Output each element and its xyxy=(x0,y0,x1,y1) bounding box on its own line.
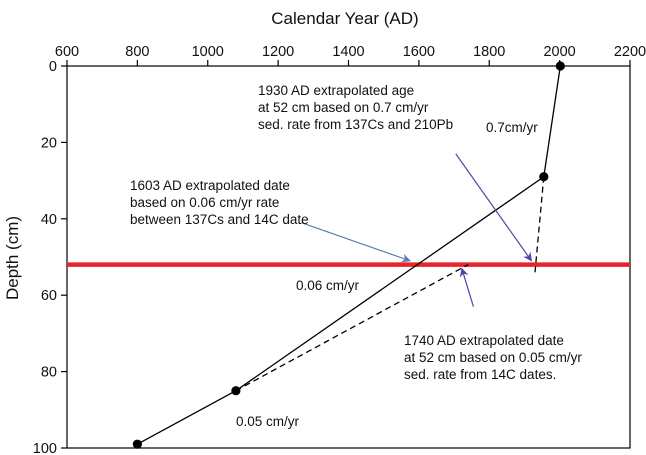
x-tick-label: 2200 xyxy=(614,44,646,60)
y-tick-label: 20 xyxy=(41,135,57,151)
annotation-1603-line-3: between 137Cs and 14C date xyxy=(130,212,309,227)
x-tick-label: 600 xyxy=(55,44,79,60)
y-tick-label: 60 xyxy=(41,288,57,304)
rate-label-0-06: 0.06 cm/yr xyxy=(296,278,360,293)
annotation-1603-line-2: based on 0.06 cm/yr rate xyxy=(130,195,279,210)
y-tick-label: 0 xyxy=(49,59,57,75)
rate-label-0-7: 0.7cm/yr xyxy=(486,120,538,135)
annotation-1740-line-1: 1740 AD extrapolated date xyxy=(404,333,564,348)
series-line-0 xyxy=(137,65,561,445)
x-tick-label: 2000 xyxy=(543,44,575,60)
y-axis-title: Depth (cm) xyxy=(3,216,22,300)
annotation-arrow-a1603 xyxy=(300,222,411,263)
annotation-1740-line-2: at 52 cm based on 0.05 cm/yr xyxy=(404,350,582,365)
x-tick-label: 800 xyxy=(125,44,149,60)
y-tick-label: 40 xyxy=(41,212,57,228)
y-tick-label: 100 xyxy=(33,441,57,455)
annotation-1603: 1603 AD extrapolated date based on 0.06 … xyxy=(130,178,309,227)
x-tick-label: 1000 xyxy=(192,44,224,60)
x-tick-label: 1600 xyxy=(403,44,435,60)
annotation-1930: 1930 AD extrapolated age at 52 cm based … xyxy=(258,83,453,132)
annotation-1930-line-3: sed. rate from 137Cs and 210Pb xyxy=(258,117,453,132)
annotation-1930-line-1: 1930 AD extrapolated age xyxy=(258,83,414,98)
rate-label-0-05: 0.05 cm/yr xyxy=(236,414,300,429)
annotation-1740: 1740 AD extrapolated date at 52 cm based… xyxy=(404,333,586,382)
data-point xyxy=(539,172,549,182)
annotation-1740-line-3: sed. rate from 14C dates. xyxy=(404,367,556,382)
annotation-arrow-a1930 xyxy=(455,153,532,262)
annotation-1930-line-2: at 52 cm based on 0.7 cm/yr xyxy=(258,100,429,115)
series-line-1 xyxy=(534,176,545,273)
data-point xyxy=(555,61,565,71)
x-tick-label: 1400 xyxy=(332,44,364,60)
annotation-1603-line-1: 1603 AD extrapolated date xyxy=(130,178,290,193)
data-point xyxy=(231,386,241,396)
data-point xyxy=(132,439,142,449)
x-tick-label: 1800 xyxy=(473,44,505,60)
x-axis-title: Calendar Year (AD) xyxy=(271,9,418,28)
series-line-2 xyxy=(235,264,469,392)
y-tick-label: 80 xyxy=(41,365,57,381)
x-tick-label: 1200 xyxy=(262,44,294,60)
annotation-arrow-a1740 xyxy=(459,267,474,307)
